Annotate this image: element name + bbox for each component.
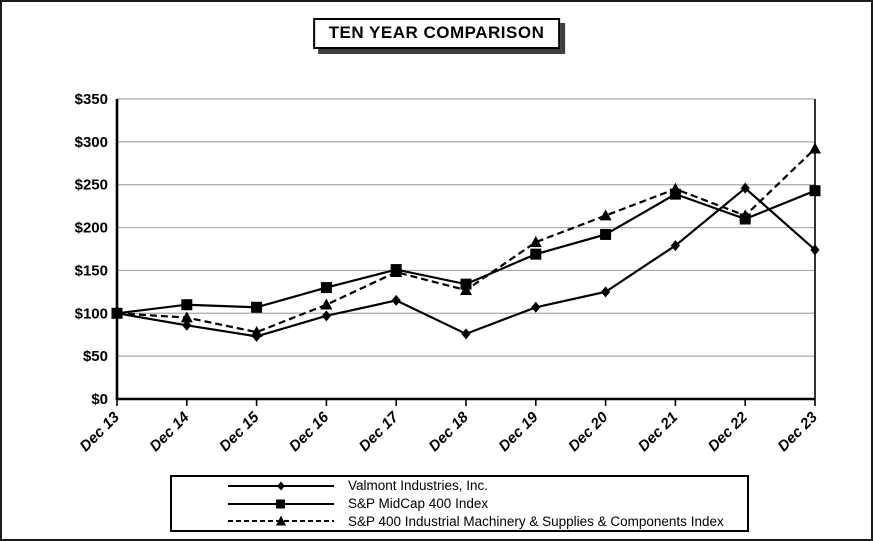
marker-diamond [670,240,680,252]
marker-triangle [320,298,333,310]
legend-label: S&P 400 Industrial Machinery & Supplies … [348,513,724,529]
legend-item: Valmont Industries, Inc. [226,477,747,495]
legend-diamond-sample-icon [228,481,334,491]
marker-triangle [669,182,682,194]
y-tick-label: $200 [75,220,108,237]
x-tick-label: Dec 19 [495,408,542,455]
marker-square [251,301,263,313]
marker-diamond [182,319,192,331]
y-tick-label: $250 [75,177,108,194]
marker-triangle [460,283,472,295]
series-line [116,186,816,338]
x-tick-label: Dec 21 [635,409,681,455]
marker-diamond [321,310,331,322]
marker-triangle [180,311,193,323]
marker-diamond [810,244,820,256]
marker-diamond [740,182,750,194]
legend-square-sample-icon [228,499,334,508]
x-tick-label: Dec 18 [426,408,473,455]
y-tick-label: $50 [83,348,108,365]
y-tick-label: $0 [91,391,108,408]
marker-square [320,282,332,294]
marker-square [669,188,681,200]
y-tick-label: $350 [75,91,108,108]
series-line [116,147,816,334]
y-tick-label: $100 [75,305,108,322]
marker-triangle [250,325,263,337]
x-tick-label: Dec 20 [565,408,612,455]
marker-triangle [809,142,821,154]
x-tick-label: Dec 13 [77,408,124,455]
marker-triangle [739,209,752,221]
marker-square [600,228,612,240]
y-tick-label: $300 [75,134,108,151]
marker-square [809,185,821,197]
y-tick-label: $150 [75,262,108,279]
legend-triangle-sample-icon [228,515,334,526]
legend-label: S&P MidCap 400 Index [348,496,489,511]
x-tick-label: Dec 23 [775,408,822,455]
legend-item: S&P 400 Industrial Machinery & Supplies … [226,512,747,530]
x-tick-label: Dec 16 [286,408,333,455]
chart-title: TEN YEAR COMPARISON [312,18,561,49]
legend-item: S&P MidCap 400 Index [226,495,747,513]
marker-diamond [391,294,401,306]
x-tick-label: Dec 17 [356,408,403,455]
legend: Valmont Industries, Inc. S&P MidCap 400 I… [170,475,749,532]
marker-square [181,299,193,311]
marker-triangle [111,307,123,319]
plot-area: Dec 13 Dec 14 Dec 15 Dec 16 Dec 17 Dec 18 Dec … [75,91,822,455]
legend-label: Valmont Industries, Inc. [348,478,489,494]
marker-square [530,248,542,260]
x-tick-label: Dec 14 [146,408,193,455]
marker-triangle [390,265,403,277]
marker-diamond [531,301,541,313]
marker-triangle [529,235,542,247]
x-tick-label: Dec 22 [705,408,752,455]
marker-diamond [461,328,471,340]
x-tick-label: Dec 15 [216,408,263,455]
marker-diamond [601,286,611,298]
marker-triangle [599,209,612,221]
